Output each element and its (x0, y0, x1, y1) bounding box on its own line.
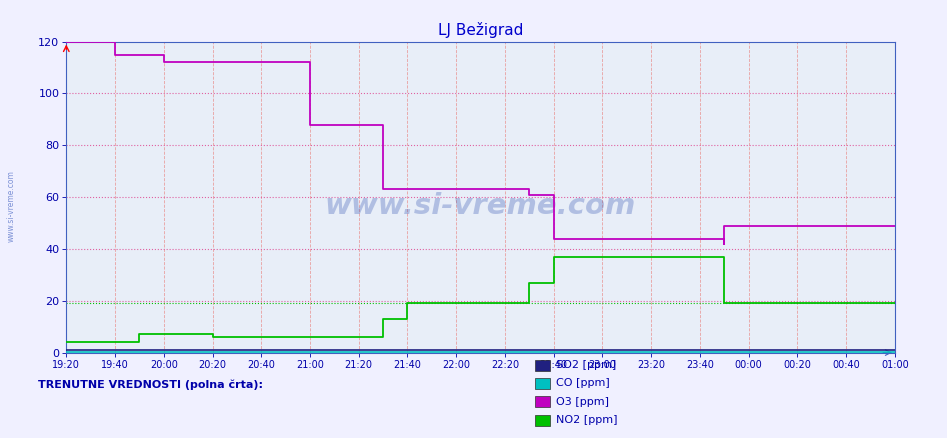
Text: www.si-vreme.com: www.si-vreme.com (7, 170, 16, 242)
Text: TRENUTNE VREDNOSTI (polna črta):: TRENUTNE VREDNOSTI (polna črta): (38, 379, 263, 390)
Text: NO2 [ppm]: NO2 [ppm] (556, 415, 617, 425)
Text: www.si-vreme.com: www.si-vreme.com (325, 192, 636, 220)
Text: CO [ppm]: CO [ppm] (556, 378, 610, 388)
Text: O3 [ppm]: O3 [ppm] (556, 397, 609, 406)
Title: LJ Bežigrad: LJ Bežigrad (438, 21, 524, 38)
Text: SO2 [ppm]: SO2 [ppm] (556, 360, 616, 370)
